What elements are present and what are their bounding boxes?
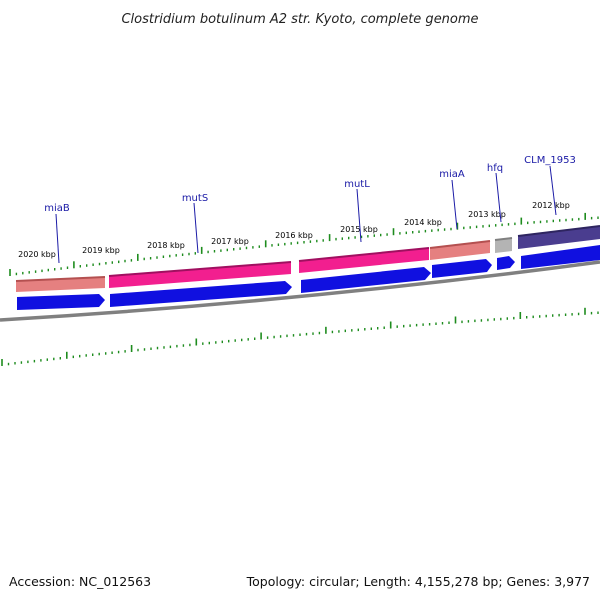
callout-line-hfq <box>495 172 502 223</box>
gene-label-hfq[interactable]: hfq <box>487 163 503 174</box>
gene-feature-miab-edge <box>15 276 106 282</box>
scale-labels: 2020 kbp 2019 kbp 2018 kbp 2017 kbp 2016… <box>18 201 570 259</box>
outer-tick-ring <box>9 212 599 276</box>
callout-line-mutl <box>356 188 362 243</box>
gene-feature-mutl-edge <box>298 247 430 262</box>
map-title: Clostridium botulinum A2 str. Kyoto, com… <box>121 12 478 27</box>
cds-arrow-muts[interactable] <box>110 281 292 307</box>
gene-label-miab[interactable]: miaB <box>44 203 70 214</box>
gene-feature-miaa-edge <box>429 240 491 249</box>
inner-tick-ring <box>1 307 599 366</box>
gene-feature-clm1953[interactable] <box>518 226 600 249</box>
scale-label-2017: 2017 kbp <box>211 237 249 246</box>
gene-feature-muts-edge <box>108 261 292 277</box>
callout-line-miab <box>55 213 60 264</box>
callout-line-miaa <box>451 179 458 230</box>
scale-label-2014: 2014 kbp <box>404 218 442 227</box>
callout-line-clm1953 <box>549 165 557 216</box>
scale-label-2018: 2018 kbp <box>147 241 185 250</box>
cds-track <box>17 245 600 310</box>
cds-arrow-hfq[interactable] <box>497 256 515 270</box>
gene-callouts: miaB mutS mutL miaA hfq CLM_1953 <box>44 155 576 264</box>
gene-label-muts[interactable]: mutS <box>182 193 208 204</box>
scale-label-2020: 2020 kbp <box>18 250 56 259</box>
gene-feature-miaa[interactable] <box>430 241 490 260</box>
accession-text: Accession: NC_012563 <box>9 574 151 589</box>
callout-line-muts <box>193 202 199 254</box>
gene-feature-muts[interactable] <box>109 262 291 288</box>
genome-backbone <box>0 260 600 322</box>
gene-track <box>15 225 600 292</box>
cds-arrow-clm1953[interactable] <box>521 245 600 269</box>
gene-label-clm1953[interactable]: CLM_1953 <box>524 155 576 166</box>
cds-arrow-miaa[interactable] <box>432 259 492 278</box>
gene-label-mutl[interactable]: mutL <box>344 179 370 190</box>
scale-label-2016: 2016 kbp <box>275 231 313 240</box>
scale-label-2015: 2015 kbp <box>340 225 378 234</box>
scale-label-2012: 2012 kbp <box>532 201 570 210</box>
gene-feature-mutl[interactable] <box>299 248 429 273</box>
scale-label-2019: 2019 kbp <box>82 246 120 255</box>
gene-feature-hfq-edge <box>494 237 513 241</box>
gene-feature-hfq[interactable] <box>495 238 512 253</box>
topology-summary-text: Topology: circular; Length: 4,155,278 bp… <box>246 574 590 589</box>
gene-feature-clm1953-edge <box>517 225 600 237</box>
cds-arrow-miab[interactable] <box>17 294 105 310</box>
gene-label-miaa[interactable]: miaA <box>439 169 465 180</box>
cds-arrow-mutl[interactable] <box>301 267 431 293</box>
scale-label-2013: 2013 kbp <box>468 210 506 219</box>
